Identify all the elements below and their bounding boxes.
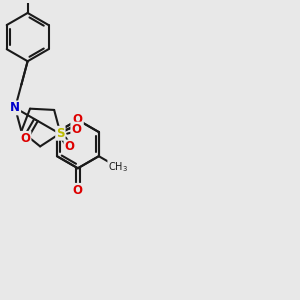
Text: O: O [20,132,30,145]
Text: S: S [56,127,64,140]
Text: O: O [73,113,83,127]
Text: O: O [71,123,81,136]
Text: N: N [10,101,20,114]
Text: O: O [73,184,83,197]
Text: CH$_3$: CH$_3$ [108,160,128,174]
Text: O: O [64,140,74,154]
